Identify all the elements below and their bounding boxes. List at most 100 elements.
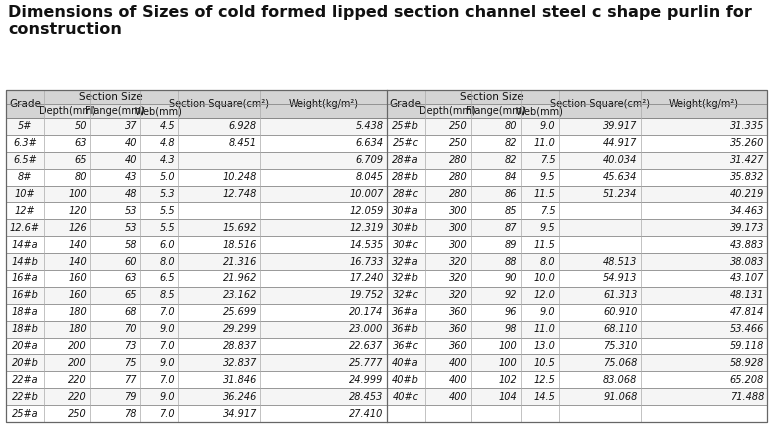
Text: 140: 140 [68, 257, 87, 267]
Text: 400: 400 [449, 358, 468, 368]
Text: Flange(mm): Flange(mm) [466, 106, 525, 116]
Text: 22.637: 22.637 [349, 341, 383, 351]
Bar [140, 270, 178, 287]
Text: 43.107: 43.107 [730, 273, 764, 283]
Bar [44, 104, 90, 118]
Text: 31.427: 31.427 [730, 155, 764, 165]
Text: 9.0: 9.0 [159, 324, 175, 334]
Text: 28#a: 28#a [392, 155, 419, 165]
Bar [44, 118, 90, 135]
Bar [520, 169, 559, 186]
Text: 8.451: 8.451 [229, 138, 257, 148]
Bar [140, 338, 178, 354]
Text: 280: 280 [449, 155, 468, 165]
Bar [471, 152, 520, 169]
Bar [641, 287, 767, 304]
Bar [140, 118, 178, 135]
Bar [6, 405, 44, 422]
Bar [641, 405, 767, 422]
Bar [178, 90, 260, 118]
Bar [471, 104, 520, 118]
Bar [44, 304, 90, 321]
Text: Depth(mm): Depth(mm) [419, 106, 476, 116]
Bar [471, 372, 520, 388]
Text: 77: 77 [124, 375, 137, 385]
Bar [386, 287, 424, 304]
Text: 22#b: 22#b [12, 392, 39, 402]
Text: 5.5: 5.5 [159, 206, 175, 216]
Bar [140, 203, 178, 219]
Bar [424, 203, 471, 219]
Text: Section Size: Section Size [460, 92, 523, 102]
Text: 68.110: 68.110 [603, 324, 638, 334]
Bar [44, 186, 90, 203]
Text: 54.913: 54.913 [603, 273, 638, 283]
Bar [44, 135, 90, 152]
Bar [386, 372, 424, 388]
Bar [520, 270, 559, 287]
Text: 20#a: 20#a [12, 341, 39, 351]
Bar [90, 152, 140, 169]
Bar [386, 354, 424, 372]
Bar [641, 90, 767, 118]
Bar [520, 405, 559, 422]
Bar [44, 169, 90, 186]
Bar [260, 304, 386, 321]
Text: 25#c: 25#c [393, 138, 418, 148]
Bar [90, 354, 140, 372]
Text: 16#a: 16#a [12, 273, 39, 283]
Bar [386, 405, 424, 422]
Text: 98: 98 [505, 324, 517, 334]
Text: 12.0: 12.0 [533, 290, 556, 300]
Text: 6.3#: 6.3# [13, 138, 37, 148]
Text: 14.535: 14.535 [349, 240, 383, 250]
Text: 5.438: 5.438 [356, 121, 383, 132]
Text: 20.174: 20.174 [349, 307, 383, 317]
Bar [90, 104, 140, 118]
Text: 39.917: 39.917 [603, 121, 638, 132]
Text: 300: 300 [449, 240, 468, 250]
Bar [471, 253, 520, 270]
Bar [386, 270, 424, 287]
Bar [520, 104, 559, 118]
Text: 68: 68 [124, 307, 137, 317]
Bar [140, 135, 178, 152]
Text: 22#a: 22#a [12, 375, 39, 385]
Text: 28.837: 28.837 [223, 341, 257, 351]
Text: 16.733: 16.733 [349, 257, 383, 267]
Text: 300: 300 [449, 223, 468, 233]
Text: Web(mm): Web(mm) [516, 106, 564, 116]
Bar [260, 270, 386, 287]
Bar [386, 152, 424, 169]
Text: Section Square(cm²): Section Square(cm²) [169, 99, 269, 109]
Bar [520, 372, 559, 388]
Text: 11.0: 11.0 [533, 324, 556, 334]
Bar [471, 304, 520, 321]
Bar [559, 354, 641, 372]
Text: 7.0: 7.0 [159, 408, 175, 418]
Text: 17.240: 17.240 [349, 273, 383, 283]
Bar [559, 270, 641, 287]
Bar [6, 90, 44, 118]
Text: 8.5: 8.5 [159, 290, 175, 300]
Text: 5.0: 5.0 [159, 172, 175, 182]
Text: 28.453: 28.453 [349, 392, 383, 402]
Text: 31.335: 31.335 [730, 121, 764, 132]
Text: Web(mm): Web(mm) [135, 106, 183, 116]
Text: 87: 87 [505, 223, 517, 233]
Text: 9.5: 9.5 [540, 172, 556, 182]
Bar [140, 388, 178, 405]
Bar [424, 219, 471, 236]
Text: 40: 40 [124, 138, 137, 148]
Text: 31.846: 31.846 [223, 375, 257, 385]
Text: 71.488: 71.488 [730, 392, 764, 402]
Text: 120: 120 [68, 206, 87, 216]
Text: 79: 79 [124, 392, 137, 402]
Text: 10.248: 10.248 [223, 172, 257, 182]
Text: Weight(kg/m²): Weight(kg/m²) [669, 99, 739, 109]
Text: 160: 160 [68, 273, 87, 283]
Text: 8.045: 8.045 [356, 172, 383, 182]
Bar [520, 304, 559, 321]
Bar [520, 203, 559, 219]
Bar [6, 321, 44, 338]
